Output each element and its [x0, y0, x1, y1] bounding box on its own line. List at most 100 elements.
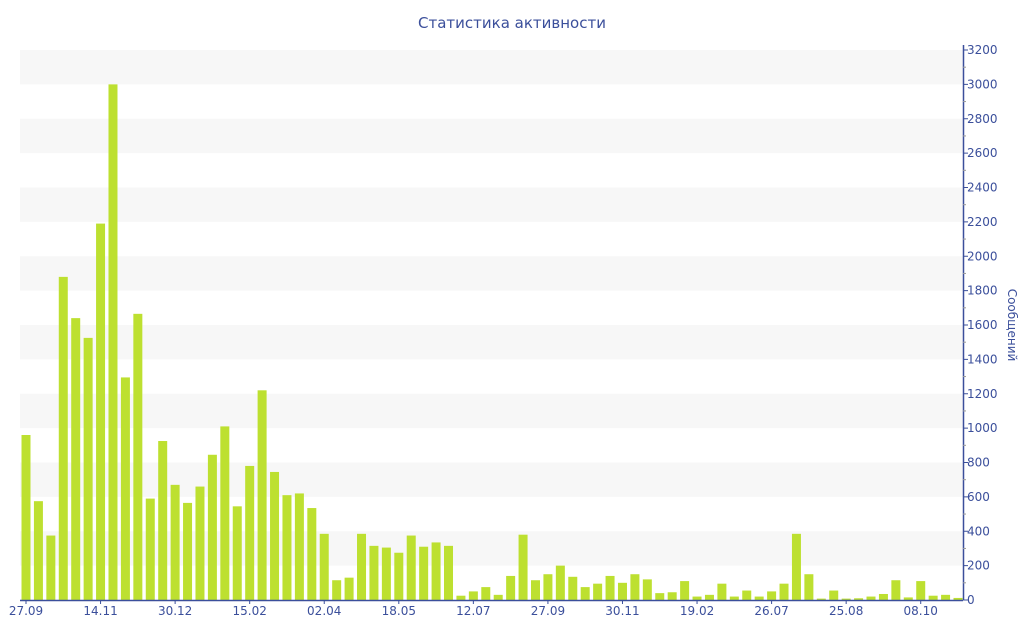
x-tick-label: 27.09: [9, 604, 43, 618]
bar: [257, 390, 267, 600]
y-tick-label: 600: [967, 490, 990, 504]
bar: [21, 435, 31, 600]
x-tick-label: 19.02: [680, 604, 714, 618]
bar: [605, 575, 615, 600]
bar: [555, 565, 565, 600]
bar: [916, 581, 926, 600]
bar: [568, 576, 578, 600]
bar: [46, 535, 56, 600]
bar: [419, 546, 429, 600]
bar: [518, 534, 528, 600]
grid-band: [20, 118, 963, 154]
bar: [406, 535, 416, 600]
bar: [170, 484, 180, 600]
bar: [145, 498, 155, 600]
bar: [680, 581, 690, 600]
grid-band: [20, 50, 963, 85]
bar: [58, 276, 68, 600]
bar: [543, 574, 553, 600]
bar: [593, 583, 603, 600]
grid-band: [20, 256, 963, 291]
bar: [791, 533, 801, 600]
x-tick-label: 30.12: [158, 604, 192, 618]
bar: [617, 582, 627, 600]
bar: [444, 545, 454, 600]
bar: [33, 501, 43, 600]
y-tick-label: 1400: [967, 352, 998, 366]
bar: [183, 502, 193, 600]
x-tick-label: 30.11: [605, 604, 639, 618]
bar: [941, 594, 951, 600]
bar: [866, 596, 876, 600]
y-tick-label: 2000: [967, 249, 998, 263]
grid-band: [20, 187, 963, 222]
bar: [394, 552, 404, 600]
y-tick-label: 2600: [967, 146, 998, 160]
bar: [344, 577, 354, 600]
y-tick-label: 1200: [967, 387, 998, 401]
bar: [841, 598, 851, 600]
x-tick-label: 12.07: [456, 604, 490, 618]
x-tick-label: 15.02: [233, 604, 267, 618]
bar: [506, 575, 516, 600]
y-tick-label: 1600: [967, 318, 998, 332]
y-tick-label: 3200: [967, 43, 998, 57]
bar: [381, 547, 391, 600]
bar: [71, 318, 81, 600]
grid-band: [20, 325, 963, 360]
bar: [692, 596, 702, 600]
bar: [158, 441, 168, 600]
y-tick-label: 0: [967, 593, 975, 607]
bar: [717, 583, 727, 600]
bar: [307, 508, 317, 600]
y-tick-label: 800: [967, 456, 990, 470]
y-tick-label: 200: [967, 559, 990, 573]
bar: [493, 594, 503, 600]
bar: [767, 591, 777, 600]
bar: [816, 598, 826, 600]
bar: [754, 596, 764, 600]
bar: [779, 583, 789, 600]
bar: [120, 377, 130, 600]
bar: [655, 593, 665, 600]
bar: [282, 495, 292, 600]
bar: [804, 574, 814, 600]
bar: [220, 426, 230, 600]
bar: [431, 542, 441, 600]
bar: [530, 580, 540, 600]
bar: [207, 454, 217, 600]
bar: [232, 506, 242, 600]
bar: [953, 597, 963, 600]
bar: [903, 597, 913, 600]
y-tick-label: 2400: [967, 181, 998, 195]
x-tick-label: 08.10: [904, 604, 938, 618]
bar: [928, 595, 938, 600]
bar: [319, 533, 329, 600]
x-tick-label: 14.11: [83, 604, 117, 618]
x-tick-label: 25.08: [829, 604, 863, 618]
bar: [829, 590, 839, 600]
y-tick-label: 1800: [967, 284, 998, 298]
bar: [294, 493, 304, 600]
x-tick-label: 02.04: [307, 604, 341, 618]
y-tick-label: 1000: [967, 421, 998, 435]
bar: [878, 593, 888, 600]
bar: [133, 313, 143, 600]
bar: [854, 598, 864, 600]
bar: [729, 596, 739, 600]
bar: [357, 533, 367, 600]
bar: [332, 580, 342, 600]
bar: [468, 591, 478, 600]
bar: [369, 545, 379, 600]
x-tick-label: 26.07: [754, 604, 788, 618]
bar: [456, 595, 466, 600]
y-tick-label: 400: [967, 524, 990, 538]
bar: [270, 471, 280, 600]
x-tick-label: 18.05: [382, 604, 416, 618]
grid-band: [20, 393, 963, 429]
chart-title: Статистика активности: [418, 14, 606, 32]
x-tick-label: 27.09: [531, 604, 565, 618]
bar: [704, 594, 714, 600]
bar: [667, 592, 677, 600]
